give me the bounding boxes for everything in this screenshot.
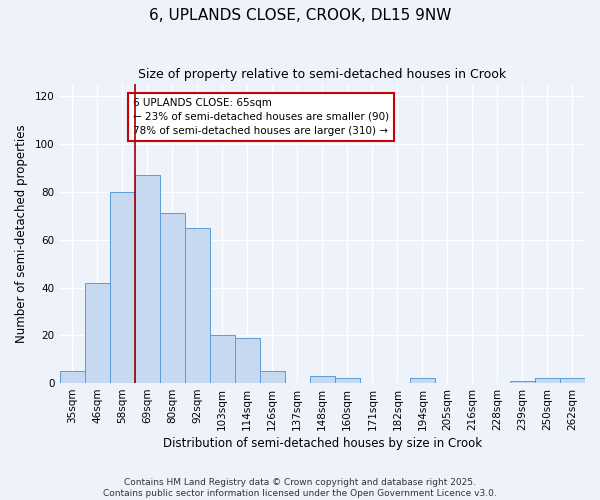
Bar [410, 378, 435, 383]
Text: Contains HM Land Registry data © Crown copyright and database right 2025.
Contai: Contains HM Land Registry data © Crown c… [103, 478, 497, 498]
Text: 6, UPLANDS CLOSE, CROOK, DL15 9NW: 6, UPLANDS CLOSE, CROOK, DL15 9NW [149, 8, 451, 22]
Bar [510, 380, 535, 383]
Bar [235, 338, 260, 383]
Bar [535, 378, 560, 383]
Bar [185, 228, 209, 383]
Y-axis label: Number of semi-detached properties: Number of semi-detached properties [15, 124, 28, 343]
Bar [560, 378, 585, 383]
Bar [59, 371, 85, 383]
Bar [209, 336, 235, 383]
X-axis label: Distribution of semi-detached houses by size in Crook: Distribution of semi-detached houses by … [163, 437, 482, 450]
Bar [260, 371, 285, 383]
Bar [160, 214, 185, 383]
Bar [335, 378, 360, 383]
Bar [110, 192, 134, 383]
Text: 6 UPLANDS CLOSE: 65sqm
← 23% of semi-detached houses are smaller (90)
78% of sem: 6 UPLANDS CLOSE: 65sqm ← 23% of semi-det… [133, 98, 389, 136]
Bar [134, 175, 160, 383]
Title: Size of property relative to semi-detached houses in Crook: Size of property relative to semi-detach… [138, 68, 506, 80]
Bar [310, 376, 335, 383]
Bar [85, 282, 110, 383]
